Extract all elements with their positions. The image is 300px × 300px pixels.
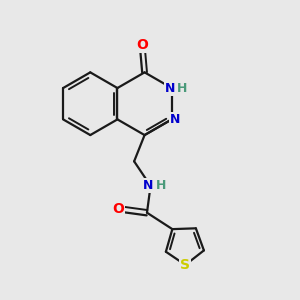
Text: N: N xyxy=(169,113,180,126)
Text: H: H xyxy=(156,179,166,192)
Text: H: H xyxy=(177,82,188,94)
Text: N: N xyxy=(143,179,153,192)
Text: N: N xyxy=(165,82,175,94)
Text: O: O xyxy=(112,202,124,216)
Text: S: S xyxy=(180,258,190,272)
Text: O: O xyxy=(136,38,148,52)
